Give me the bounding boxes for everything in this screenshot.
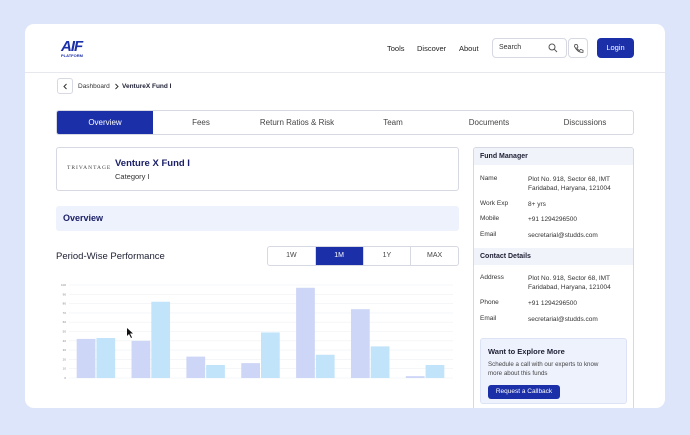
y-tick-label: 40 [63, 339, 67, 343]
period-option[interactable]: 1M [314, 247, 363, 265]
field-value: Plot No. 918, Sector 68, IMT [528, 176, 611, 183]
fund-category: Category I [115, 172, 150, 181]
bar [315, 354, 335, 378]
bar [131, 340, 151, 378]
tab[interactable]: Overview [57, 111, 153, 134]
bar [151, 301, 171, 378]
tab[interactable]: Team [383, 118, 403, 127]
period-option[interactable]: MAX [410, 247, 458, 265]
y-tick-label: 0 [64, 376, 66, 380]
bar [261, 332, 280, 378]
y-tick-label: 50 [63, 330, 67, 334]
back-icon [63, 83, 67, 90]
bar [206, 364, 225, 378]
phone-icon [574, 44, 584, 53]
tab[interactable]: Documents [468, 118, 510, 127]
panel-header [474, 148, 633, 165]
field-value: +91 1294296500 [528, 216, 577, 223]
mouse-cursor [127, 328, 133, 338]
phone-button[interactable] [568, 38, 588, 58]
cta-text: more about this funds [488, 370, 548, 377]
side-panel: Fund Manager Name Plot No. 918, Sector 68,… [473, 147, 634, 408]
bar [350, 309, 370, 378]
bar [186, 356, 206, 378]
search-placeholder: Search [499, 44, 522, 51]
breadcrumb-separator [115, 83, 119, 90]
login-button[interactable]: Login [597, 38, 634, 58]
logo-sub: PLATFORM [61, 53, 83, 58]
period-option[interactable]: 1Y [362, 247, 411, 265]
search-icon [548, 43, 558, 53]
section-title: Overview [63, 213, 104, 223]
panel-header [474, 248, 633, 265]
nav-link[interactable]: About [459, 44, 479, 53]
panel-title: Contact Details [480, 253, 531, 260]
bar [370, 346, 390, 378]
fund-name: Venture X Fund I [115, 158, 190, 169]
callback-button[interactable]: Request a Callback [488, 385, 560, 399]
search-box[interactable]: Search [492, 38, 567, 58]
period-option[interactable]: 1W [286, 252, 297, 259]
field-value: Plot No. 918, Sector 68, IMT [528, 275, 611, 282]
header-divider [25, 72, 665, 73]
field-label: Email [480, 315, 497, 322]
nav-link[interactable]: Tools [387, 44, 405, 53]
tab[interactable]: Discussions [563, 118, 607, 127]
bar [405, 376, 425, 378]
section-header: Overview [56, 206, 459, 231]
cta-text: Schedule a call with our experts to know [488, 361, 599, 368]
performance-title: Period-Wise Performance [56, 251, 165, 262]
fund-card: TRIVANTAGE Venture X Fund I Category I [56, 147, 459, 191]
y-tick-label: 30 [63, 348, 67, 352]
bar [96, 338, 116, 378]
bar-chart: 0 10 20 30 40 50 60 70 80 90 100 [61, 283, 453, 380]
field-value: Faridabad, Haryana, 121004 [528, 185, 611, 192]
breadcrumb-link[interactable]: Dashboard [78, 83, 110, 90]
period-toggle: 1W 1M 1Y MAX [267, 246, 459, 266]
y-tick-label: 60 [63, 320, 67, 324]
tab[interactable]: Fees [192, 118, 210, 127]
field-label: Name [480, 175, 498, 182]
field-value: Faridabad, Haryana, 121004 [528, 284, 611, 291]
tab-bar: Overview Fees Return Ratios & Risk Team Docu… [56, 110, 634, 135]
back-button[interactable] [57, 78, 73, 94]
bar [241, 363, 260, 378]
field-label: Phone [480, 299, 499, 306]
tab[interactable]: Return Ratios & Risk [259, 118, 335, 127]
field-label: Mobile [480, 215, 500, 222]
y-tick-label: 80 [63, 302, 67, 306]
field-label: Email [480, 231, 497, 238]
y-tick-label: 20 [63, 357, 67, 361]
field-value: secretarial@studds.com [528, 232, 598, 239]
field-value: +91 1294296500 [528, 300, 577, 307]
field-value: 8+ yrs [528, 201, 546, 208]
field-label: Address [480, 274, 504, 281]
y-tick-label: 100 [61, 283, 66, 287]
app-window: AIF PLATFORM Search Login Dashboard Vent… [25, 24, 665, 408]
y-tick-label: 90 [63, 292, 67, 296]
logo: AIF [61, 38, 83, 55]
fund-logo: TRIVANTAGE [67, 165, 112, 171]
cta-box: Want to Explore More Schedule a call with… [480, 338, 627, 404]
nav-link[interactable]: Discover [417, 44, 447, 53]
y-tick-label: 10 [63, 367, 67, 371]
y-tick-label: 70 [63, 311, 67, 315]
panel-title: Fund Manager [480, 153, 528, 160]
field-value: secretarial@studds.com [528, 316, 598, 323]
bar [296, 287, 315, 378]
field-label: Work Exp [480, 200, 509, 207]
cta-title: Want to Explore More [488, 347, 565, 356]
bar [76, 338, 96, 378]
bar [425, 364, 445, 378]
breadcrumb-current: VentureX Fund I [122, 83, 172, 90]
